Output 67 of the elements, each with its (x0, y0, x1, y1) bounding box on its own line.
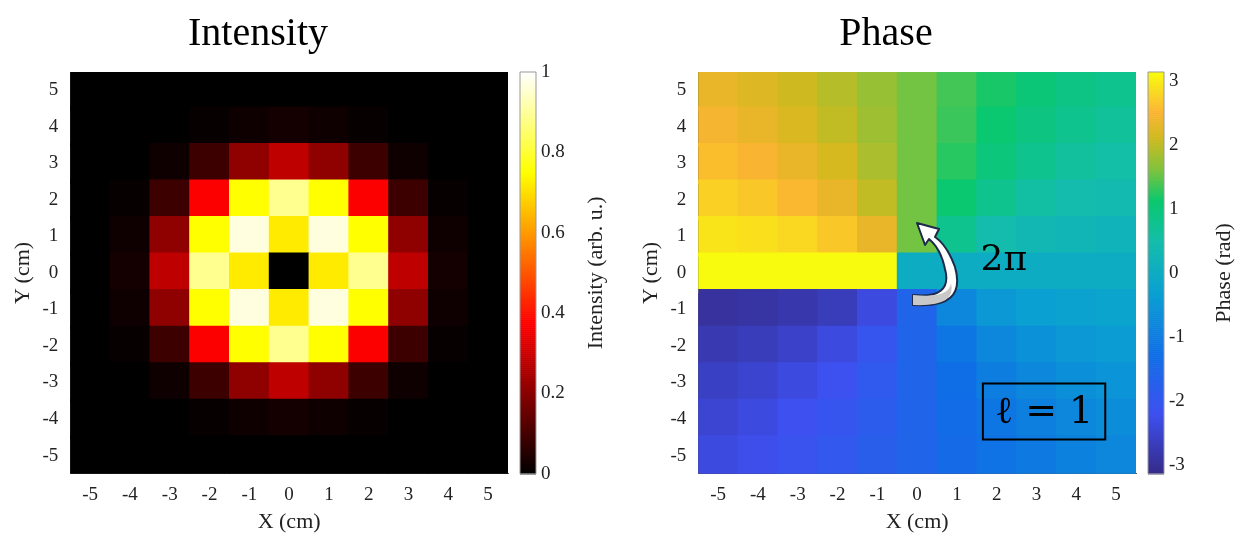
x-tick-label: -5 (710, 483, 727, 505)
y-tick-label: 1 (48, 224, 59, 246)
y-tick-label: -2 (670, 333, 687, 355)
x-axis-title: X (cm) (257, 507, 321, 533)
color-bar-label: 0.8 (541, 140, 565, 162)
y-tick-label: 5 (48, 78, 59, 100)
y-axis-title: Y (cm) (8, 241, 34, 304)
x-tick-label: 3 (403, 483, 414, 505)
y-tick-label: -5 (42, 443, 59, 465)
x-tick-label: -4 (750, 483, 767, 505)
x-tick-label: -3 (789, 483, 806, 505)
color-bar-label: 0.6 (541, 220, 565, 242)
chart-title: Phase (839, 8, 933, 54)
x-tick-label: -1 (241, 483, 258, 505)
annotation: ℓ = 1 (994, 388, 1094, 433)
x-tick-label: 1 (324, 483, 334, 505)
y-tick-label: 0 (48, 260, 59, 282)
y-tick-label: 4 (48, 114, 59, 136)
y-tick-label: 3 (48, 151, 59, 173)
color-bar-label: 0 (1169, 260, 1179, 282)
y-tick-label: -4 (42, 406, 59, 428)
color-bar-label: -1 (1169, 324, 1185, 346)
color-bar-title: Phase (rad) (1209, 223, 1235, 323)
y-tick-label: 2 (676, 187, 687, 209)
color-bar-title: Intensity (arb. u.) (581, 196, 607, 350)
y-tick-label: -4 (670, 406, 687, 428)
y-tick-label: -5 (670, 443, 687, 465)
x-tick-label: -2 (829, 483, 846, 505)
x-tick-label: 2 (991, 483, 1002, 505)
y-tick-label: 2 (48, 187, 59, 209)
color-bar-label: -2 (1169, 388, 1185, 410)
y-tick-label: -3 (42, 370, 59, 392)
x-tick-label: 0 (912, 483, 922, 505)
x-tick-label: 5 (1111, 483, 1121, 505)
x-tick-label: -5 (82, 483, 99, 505)
color-bar-label: 3 (1169, 68, 1179, 90)
color-bar-label: 0 (541, 461, 551, 483)
x-tick-label: 1 (952, 483, 962, 505)
x-tick-label: -2 (201, 483, 218, 505)
x-tick-label: -3 (161, 483, 178, 505)
color-bar-label: -3 (1169, 452, 1185, 474)
y-tick-label: 0 (676, 260, 687, 282)
x-axis-title: X (cm) (885, 507, 949, 533)
x-tick-label: 0 (284, 483, 294, 505)
y-tick-label: -1 (670, 297, 687, 319)
x-tick-label: -4 (122, 483, 139, 505)
y-tick-label: -3 (670, 370, 687, 392)
x-tick-label: 5 (483, 483, 493, 505)
x-tick-label: 4 (443, 483, 454, 505)
y-tick-label: 3 (676, 151, 687, 173)
color-bar-label: 1 (541, 59, 551, 81)
y-axis-title: Y (cm) (636, 241, 662, 304)
y-tick-label: -2 (42, 333, 59, 355)
color-bar-label: 1 (1169, 196, 1179, 218)
color-bar-label: 2 (1169, 132, 1179, 154)
y-tick-label: 5 (676, 78, 687, 100)
x-tick-label: 3 (1031, 483, 1042, 505)
y-tick-label: -1 (42, 297, 59, 319)
x-tick-label: 4 (1071, 483, 1082, 505)
y-tick-label: 1 (676, 224, 687, 246)
chart-title: Intensity (188, 8, 328, 54)
x-tick-label: -1 (869, 483, 886, 505)
y-tick-label: 4 (676, 114, 687, 136)
annotation: 2π (980, 237, 1028, 279)
color-bar-label: 0.4 (541, 301, 566, 323)
x-tick-label: 2 (363, 483, 374, 505)
color-bar-label: 0.2 (541, 381, 565, 403)
